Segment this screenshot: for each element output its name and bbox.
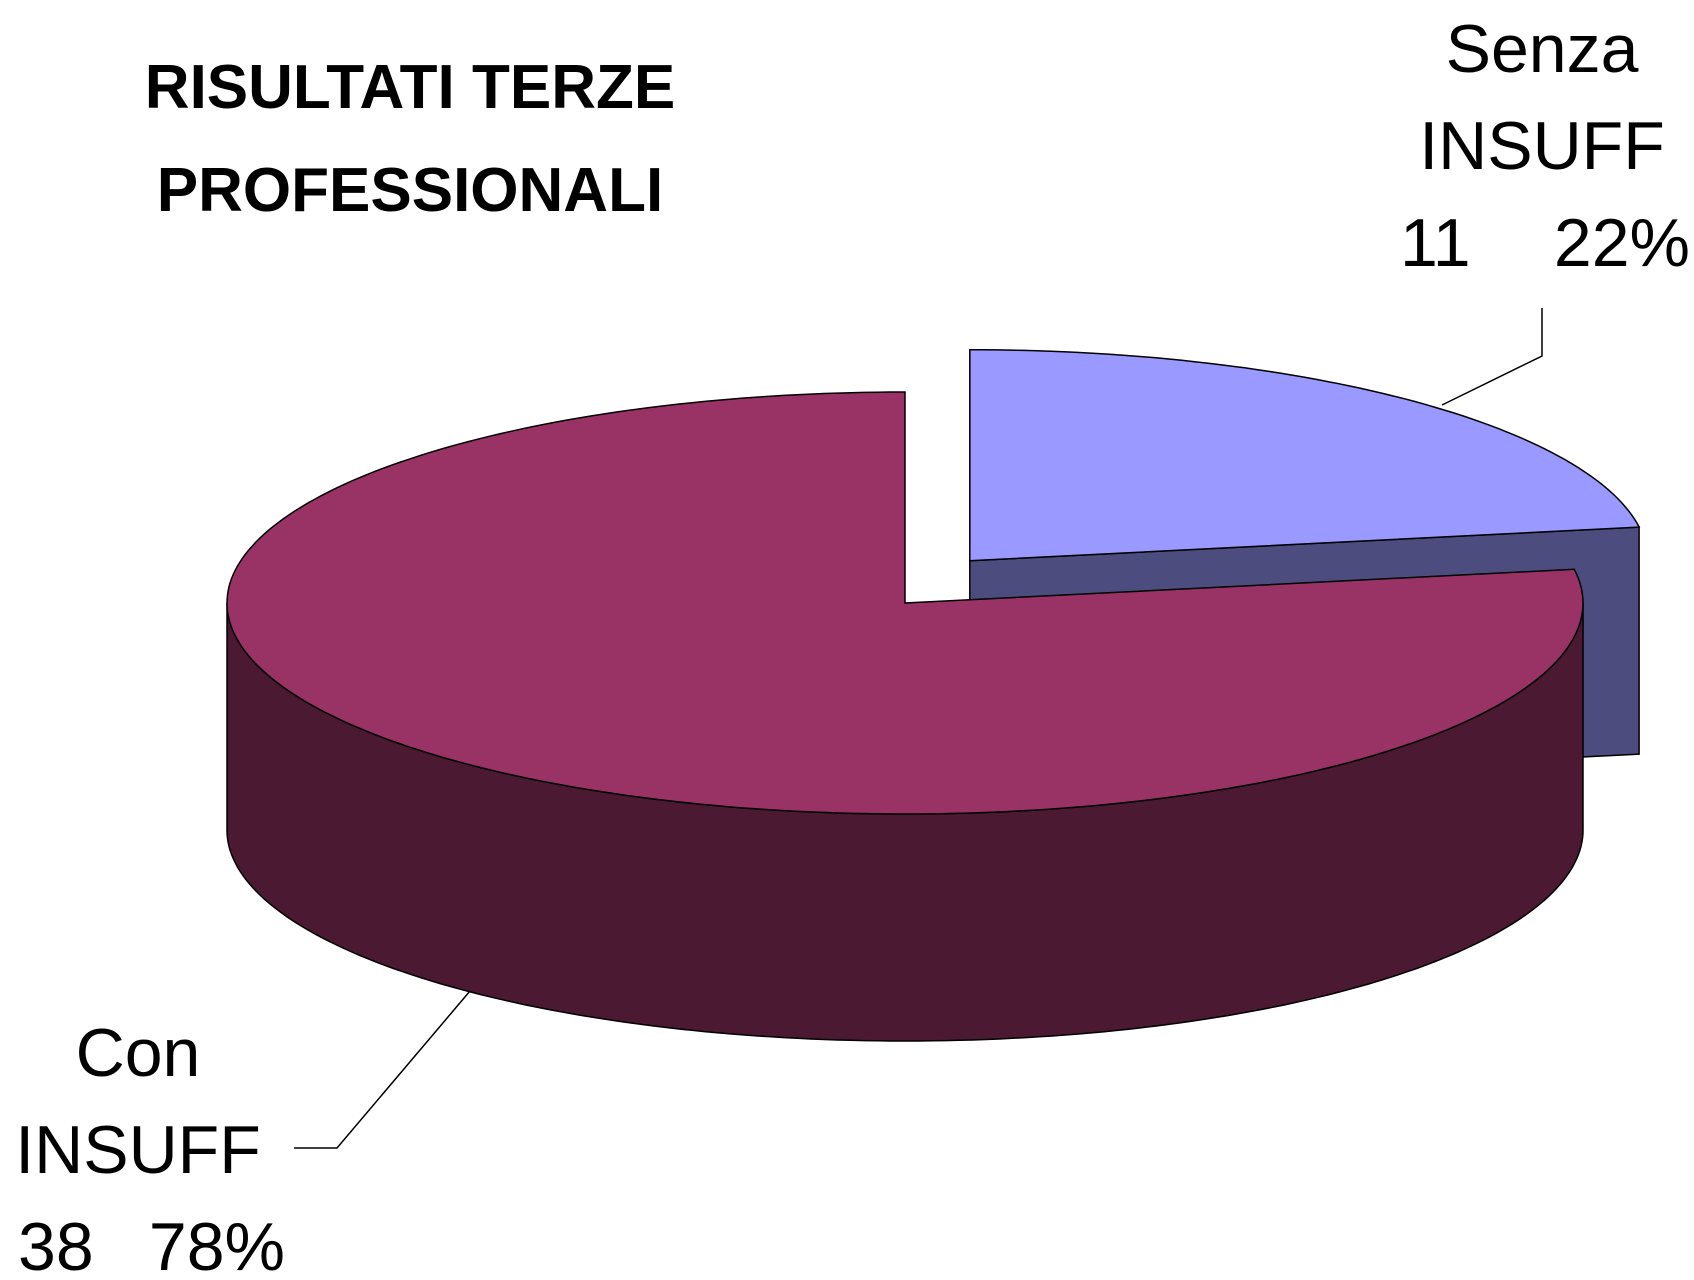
leader-line [294,990,471,1149]
slice [226,391,1584,815]
slice-label: Con INSUFF [15,1015,261,1188]
slice-label: Senza INSUFF [1419,11,1665,184]
leader-line [1441,308,1543,406]
percent-label: 22% [1554,205,1690,281]
percent-label: 78% [149,1209,285,1280]
chart-title: RISULTATI TERZE [145,53,675,122]
value-label: 11 [1400,205,1471,281]
slice [969,348,1641,562]
chart-title: PROFESSIONALI [157,156,663,225]
pie [226,348,1641,1042]
value-label: 38 [18,1209,94,1280]
